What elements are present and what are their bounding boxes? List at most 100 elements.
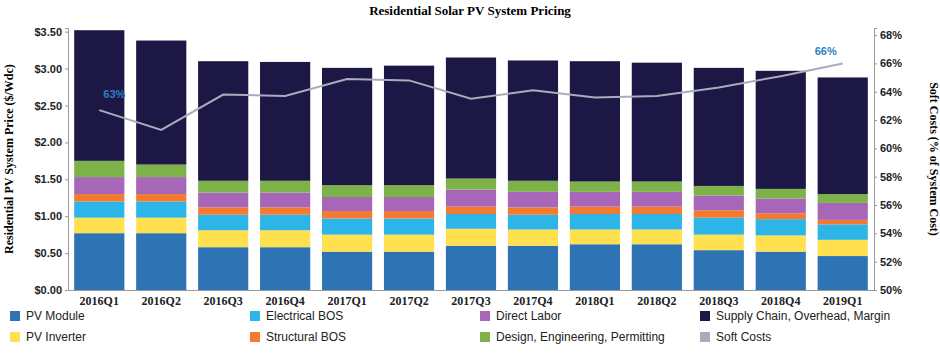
bar-segment (136, 41, 186, 165)
bar-segment (818, 224, 868, 239)
legend-swatch (700, 311, 710, 321)
y2-axis-line (875, 29, 878, 291)
marks (74, 30, 868, 290)
x-axis-tick: 2017Q4 (513, 290, 552, 308)
legend-swatch (250, 332, 260, 342)
y2-axis-tick: 64% (874, 86, 902, 98)
y2-axis-tick: 66% (874, 57, 902, 69)
y-axis-tick-label: $1.00 (34, 210, 62, 222)
legend-swatch (250, 311, 260, 321)
bar-segment (694, 196, 744, 211)
bar-segment (322, 218, 372, 234)
legend-label: PV Inverter (26, 330, 86, 344)
y2-axis-tick-label: 58% (880, 171, 902, 183)
y2-axis-tick: 52% (874, 256, 902, 268)
bar-segment (694, 250, 744, 290)
y-axis-tick-label: $3.00 (34, 63, 62, 75)
y2-axis-tick: 50% (874, 284, 902, 296)
y2-axis-tick-label: 50% (880, 284, 902, 296)
bar-segment (136, 201, 186, 217)
bar-segment (508, 181, 558, 192)
legend-label: Electrical BOS (266, 309, 343, 323)
bar-segment (570, 214, 620, 229)
bar-segment (384, 66, 434, 186)
legend-label: Structural BOS (266, 330, 346, 344)
y2-axis-tick-mark (874, 205, 877, 206)
x-axis-tick: 2019Q1 (823, 290, 862, 308)
legend: PV ModulePV InverterElectrical BOSStruct… (10, 309, 890, 344)
x-axis-tick-label: 2018Q2 (637, 294, 676, 308)
y-axis-line (65, 29, 69, 291)
x-axis-tick-label: 2018Q4 (761, 294, 800, 308)
y2-axis-tick: 68% (874, 29, 902, 41)
bar-segment (384, 235, 434, 252)
x-axis-tick: 2016Q4 (265, 290, 304, 308)
x-axis-tick: 2016Q1 (80, 290, 119, 308)
bar-segment (756, 189, 806, 199)
bar-segment (818, 194, 868, 203)
bar-segment (260, 247, 310, 290)
y-axis-tick-label: $2.00 (34, 136, 62, 148)
legend-swatch (10, 332, 20, 342)
x-axis-tick: 2018Q2 (637, 290, 676, 308)
legend-item: Direct Labor (480, 309, 561, 323)
y2-axis-tick-label: 52% (880, 256, 902, 268)
y-axis-tick-label: $2.50 (34, 100, 62, 112)
bar-segment (446, 207, 496, 214)
bar-segment (446, 58, 496, 179)
y-axis-tick-label: $3.50 (34, 26, 62, 38)
y-axis-tick: $3.50 (34, 26, 68, 38)
bar-segment (74, 201, 124, 217)
y-axis-tick-mark (65, 69, 68, 70)
y-axis-tick: $1.00 (34, 210, 68, 222)
y2-axis-tick-label: 56% (880, 199, 902, 211)
chart: 63%66%$0.00$0.50$1.00$1.50$2.00$2.50$3.0… (0, 0, 940, 355)
bar-segment (322, 185, 372, 197)
x-axis-tick-label: 2019Q1 (823, 294, 862, 308)
y2-axis-tick-mark (874, 92, 877, 93)
y2-axis-tick-label: 62% (880, 114, 902, 126)
bar-segment (136, 165, 186, 178)
x-axis-tick-label: 2016Q4 (265, 294, 304, 308)
bar-segment (570, 229, 620, 244)
legend-label: Supply Chain, Overhead, Margin (716, 309, 890, 323)
y-axis-tick: $1.50 (34, 173, 68, 185)
y2-axis-tick: 56% (874, 199, 902, 211)
y2-axis-tick: 60% (874, 142, 902, 154)
bar-segment (632, 192, 682, 207)
x-axis-tick: 2018Q3 (699, 290, 738, 308)
bar-segment (446, 190, 496, 207)
bar-segment (74, 161, 124, 177)
bar-segment (260, 230, 310, 247)
x-axis-line (69, 290, 875, 291)
bar-segment (694, 186, 744, 196)
y2-axis-title: Soft Costs (% of System Cost) (927, 82, 940, 236)
y2-axis-tick-mark (874, 177, 877, 178)
y2-axis-tick: 58% (874, 171, 902, 183)
legend-label: Soft Costs (716, 330, 771, 344)
plot: 63%66%$0.00$0.50$1.00$1.50$2.00$2.50$3.0… (34, 26, 902, 308)
bar-segment (756, 219, 806, 235)
x-axis-tick: 2017Q2 (389, 290, 428, 308)
bar-segment (694, 210, 744, 217)
legend-item: PV Inverter (10, 330, 86, 344)
bar-segment (694, 235, 744, 250)
bar-segment (756, 235, 806, 251)
bar-segment (198, 181, 248, 193)
bar-segment (322, 211, 372, 218)
bar-segment (508, 192, 558, 207)
bar-series (74, 201, 868, 239)
bar-segment (260, 193, 310, 208)
legend-item: Structural BOS (250, 330, 346, 344)
y-axis-tick-mark (65, 105, 68, 106)
x-axis-tick-label: 2017Q4 (513, 294, 552, 308)
legend-label: Direct Labor (496, 309, 561, 323)
bar-segment (570, 182, 620, 192)
y-axis-tick: $2.00 (34, 136, 68, 148)
x-axis-tick: 2018Q1 (575, 290, 614, 308)
x-axis-tick-label: 2016Q1 (80, 294, 119, 308)
bar-segment (508, 60, 558, 180)
bar-segment (694, 218, 744, 235)
bar-segment (694, 68, 744, 186)
bar-segment (384, 211, 434, 218)
